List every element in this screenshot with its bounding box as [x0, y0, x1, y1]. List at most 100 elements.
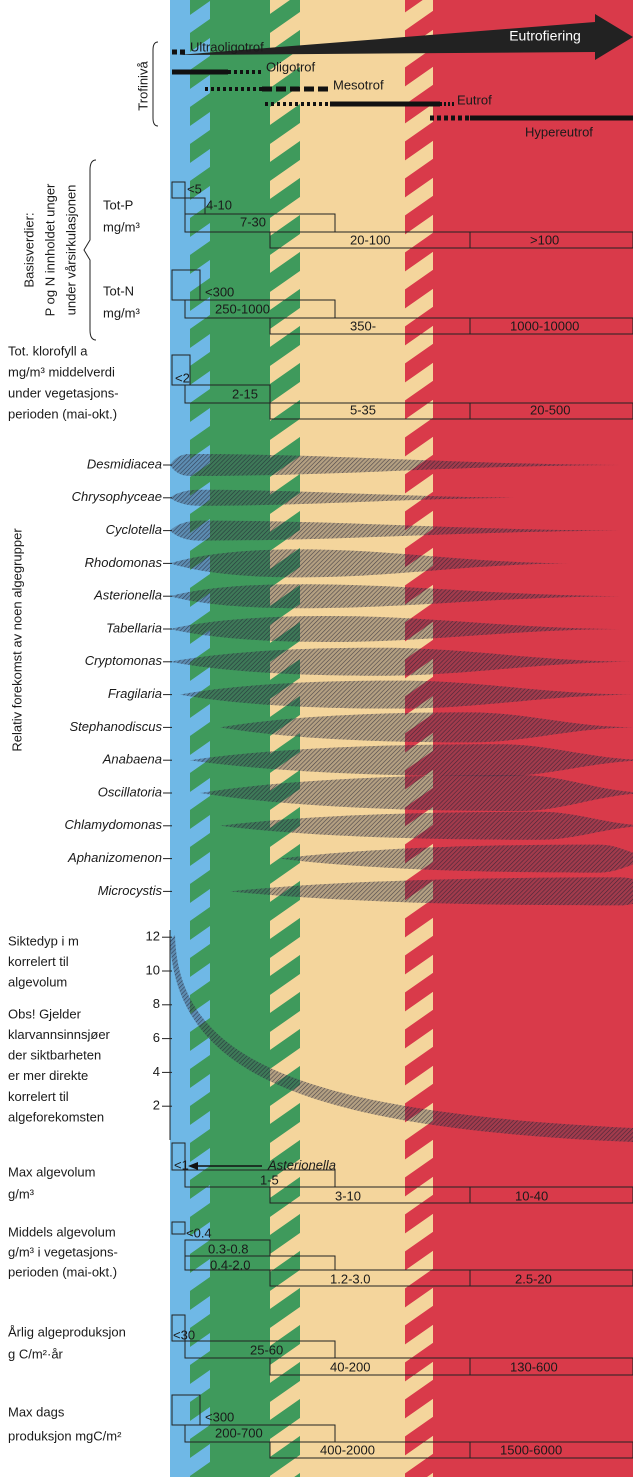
- range-label: <300: [205, 284, 234, 299]
- algae-spindle: [230, 877, 633, 906]
- parameter-label: Tot. klorofyll a: [8, 343, 88, 358]
- trophic-level: Eutrof: [457, 92, 492, 107]
- algae-name: Stephanodiscus: [69, 719, 162, 734]
- range-box: [171, 354, 191, 386]
- parameter-label: g/m³ i vegetasjons-: [8, 1244, 118, 1259]
- trophic-level: Ultraoligotrof: [190, 39, 264, 54]
- range-box: [171, 1314, 186, 1342]
- range-label: 4-10: [206, 197, 232, 212]
- range-label: 5-35: [350, 402, 376, 417]
- brace: [152, 41, 159, 127]
- secchi-tick-label: 6: [153, 1030, 160, 1045]
- algae-spindle: [170, 549, 570, 578]
- range-box: [171, 1221, 186, 1235]
- range-label: 2-15: [232, 386, 258, 401]
- parameter-label: produksjon mgC/m²: [8, 1428, 122, 1443]
- algae-spindle: [170, 520, 620, 541]
- range-box: [184, 1255, 336, 1271]
- parameter-label: Middels algevolum: [8, 1224, 116, 1239]
- algae-spindle: [200, 775, 633, 811]
- range-label: <1: [174, 1157, 189, 1172]
- trophic-level: Mesotrof: [333, 77, 384, 92]
- parameter-label: Tot-P: [103, 197, 133, 212]
- parameter-label: Max dags: [8, 1404, 65, 1419]
- secchi-tick-label: 12: [146, 929, 160, 944]
- parameter-label: Årlig algeproduksjon: [8, 1324, 126, 1339]
- algae-name: Tabellaria: [106, 620, 162, 635]
- bands: [170, 0, 633, 1477]
- eutrophication-arrow: [178, 14, 633, 60]
- range-box: [184, 1424, 336, 1443]
- parameter-label: under vegetasjons-: [8, 385, 119, 400]
- algae-spindle: [170, 616, 620, 642]
- range-box: [469, 1269, 633, 1287]
- range-label: 10-40: [515, 1188, 548, 1203]
- range-label: 350-: [350, 318, 376, 333]
- secchi-note: er mer direkte: [8, 1068, 88, 1083]
- algae-spindle: [170, 489, 520, 506]
- range-label: 400-2000: [320, 1442, 375, 1457]
- range-label: 1.2-3.0: [330, 1271, 370, 1286]
- range-label: 130-600: [510, 1359, 558, 1374]
- range-box: [469, 231, 633, 249]
- secchi-tick-label: 4: [153, 1064, 160, 1079]
- algae-spindle: [180, 680, 633, 709]
- range-label: >100: [530, 232, 559, 247]
- algae-label: Relativ forekomst av noen algegrupper: [9, 528, 24, 752]
- range-label: 1000-10000: [510, 318, 579, 333]
- secchi-note: algeforekomsten: [8, 1109, 104, 1124]
- algae-name: Anabaena: [102, 752, 162, 767]
- algae-name: Cryptomonas: [85, 653, 163, 668]
- trophic-level: Oligotrof: [266, 59, 316, 74]
- parameter-label: perioden (mai-okt.): [8, 406, 117, 421]
- algae-spindle: [280, 844, 633, 873]
- algae-name: Chrysophyceae: [72, 489, 162, 504]
- algae-name: Aphanizomenon: [67, 850, 162, 865]
- range-label: 250-1000: [215, 301, 270, 316]
- arrow-label: Eutrofiering: [509, 28, 581, 44]
- parameter-label: g/m³: [8, 1186, 35, 1201]
- algae-name: Asterionella: [93, 588, 162, 603]
- range-label: 1500-6000: [500, 1442, 562, 1457]
- range-box: [171, 1142, 186, 1171]
- range-label: 7-30: [240, 214, 266, 229]
- parameter-label: Tot-N: [103, 283, 134, 298]
- algae-spindle: [170, 647, 633, 676]
- range-label: <300: [205, 1409, 234, 1424]
- range-label: 0.4-2.0: [210, 1257, 250, 1272]
- trophic-lines: [172, 49, 633, 121]
- trophic-label: Trofinivå: [135, 61, 150, 111]
- secchi-note: klarvannsinnsjøer: [8, 1027, 111, 1042]
- range-label: 3-10: [335, 1188, 361, 1203]
- secchi-note: korrelert til: [8, 1089, 69, 1104]
- range-label: 200-700: [215, 1425, 263, 1440]
- parameter-label: mg/m³: [103, 305, 141, 320]
- range-box: [171, 181, 186, 199]
- range-label: 2.5-20: [515, 1271, 552, 1286]
- range-box: [469, 317, 633, 335]
- range-label: <0.4: [186, 1225, 212, 1240]
- range-box: [469, 1357, 633, 1376]
- range-box: [184, 299, 336, 319]
- secchi-tick-label: 2: [153, 1098, 160, 1113]
- algae-spindle: [220, 712, 633, 743]
- parameter-label: mg/m³ middelverdi: [8, 364, 115, 379]
- algae-name: Fragilaria: [108, 686, 162, 701]
- range-label: <5: [187, 181, 202, 196]
- range-label: <30: [173, 1327, 195, 1342]
- algae-spindle: [170, 584, 620, 609]
- range-label: 20-100: [350, 232, 390, 247]
- range-box: [469, 1441, 633, 1459]
- arrow-head: [188, 1162, 198, 1170]
- algae-spindle: [220, 811, 633, 840]
- range-box: [184, 1340, 336, 1359]
- range-label: 0.3-0.8: [208, 1241, 248, 1256]
- annotation: Asterionella: [267, 1157, 336, 1172]
- range-label: 40-200: [330, 1359, 370, 1374]
- basis-label: Basisverdier:: [21, 212, 36, 287]
- secchi-label: Siktedyp i m: [8, 933, 79, 948]
- range-box: [184, 213, 336, 233]
- algae-name: Microcystis: [98, 883, 163, 898]
- range-box: [184, 1169, 336, 1188]
